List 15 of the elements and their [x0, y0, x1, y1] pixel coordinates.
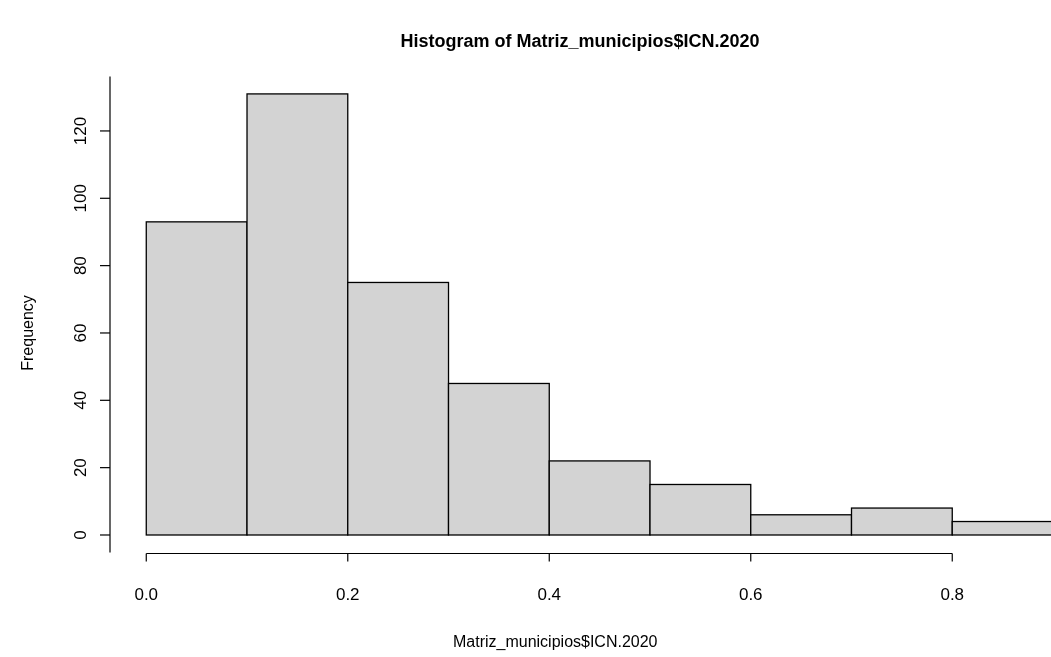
y-axis-title: Frequency	[18, 295, 36, 371]
x-tick-label: 0.6	[738, 584, 763, 604]
x-tick-label: 0.8	[940, 584, 965, 604]
y-tick-label: 60	[70, 323, 90, 343]
chart-title: Histogram of Matriz_municipios$ICN.2020	[400, 31, 760, 51]
x-axis-title: Matriz_municipios$ICN.2020	[453, 633, 658, 651]
x-tick-label: 0.2	[335, 584, 360, 604]
x-tick-label: 0.4	[537, 584, 562, 604]
y-tick-label: 20	[70, 458, 90, 478]
y-tick-label: 80	[70, 256, 90, 276]
y-tick-label: 0	[70, 530, 90, 540]
y-tick-label: 40	[70, 390, 90, 410]
y-tick-label: 120	[70, 116, 90, 146]
x-tick-label: 0.0	[134, 584, 159, 604]
y-tick-label: 100	[70, 184, 90, 213]
